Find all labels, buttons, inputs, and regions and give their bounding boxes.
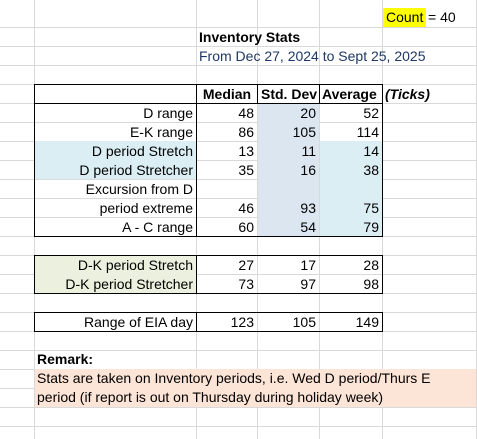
gridline [0, 198, 477, 199]
row-label[interactable]: E-K range [129, 124, 193, 140]
average-cell[interactable]: 75 [363, 200, 379, 216]
row-label[interactable]: D period Stretcher [79, 162, 193, 178]
std-cell[interactable]: 97 [300, 276, 316, 292]
average-cell[interactable]: 114 [356, 124, 379, 140]
gridline [0, 27, 477, 28]
row-label[interactable]: Range of EIA day [84, 314, 193, 330]
row-label-line1[interactable]: Excursion from D [85, 181, 193, 197]
label-shade [35, 141, 196, 179]
header-underline [34, 103, 383, 104]
column-divider [196, 312, 197, 332]
count-equals: = [428, 9, 437, 25]
gridline [0, 426, 477, 427]
gridline [0, 160, 477, 161]
row-label[interactable]: D-K period Stretch [77, 257, 193, 273]
count-value: 40 [440, 9, 456, 25]
median-cell[interactable]: 73 [238, 276, 254, 292]
std-cell[interactable]: 16 [300, 162, 316, 178]
gridline [0, 179, 477, 180]
median-cell[interactable]: 46 [238, 200, 254, 216]
average-cell[interactable]: 38 [363, 162, 379, 178]
column-divider [319, 84, 320, 103]
row-label[interactable]: D-K period Stretcher [65, 276, 193, 292]
page-title[interactable]: Inventory Stats [199, 29, 301, 45]
median-cell[interactable]: 123 [230, 314, 254, 330]
std-cell[interactable]: 105 [292, 124, 316, 140]
dk-table-border [34, 255, 383, 294]
gridline [257, 0, 258, 439]
gridline [0, 407, 477, 408]
header-median[interactable]: Median [202, 86, 252, 102]
remark-box[interactable]: Stats are taken on Inventory periods, i.… [35, 369, 476, 407]
median-cell[interactable]: 35 [238, 162, 254, 178]
average-cell[interactable]: 79 [363, 219, 379, 235]
gridline [0, 350, 477, 351]
gridline [0, 65, 477, 66]
gridline [0, 274, 477, 275]
std-cell[interactable]: 54 [300, 219, 316, 235]
median-cell[interactable]: 13 [238, 143, 254, 159]
average-cell[interactable]: 28 [363, 257, 379, 273]
average-cell[interactable]: 52 [363, 105, 379, 121]
header-average[interactable]: Average [322, 86, 377, 102]
row-label[interactable]: D period Stretch [91, 143, 193, 159]
dk-label-shade [35, 256, 196, 293]
gridline [0, 141, 477, 142]
remark-line-2: period (if report is out on Thursday dur… [37, 389, 384, 405]
gridline [0, 217, 477, 218]
column-divider [196, 255, 197, 294]
column-divider [196, 84, 197, 237]
std-cell[interactable]: 11 [301, 143, 316, 159]
header-unit[interactable]: (Ticks) [385, 86, 430, 102]
date-range[interactable]: From Dec 27, 2024 to Sept 25, 2025 [199, 48, 426, 64]
gridline [319, 0, 320, 439]
remark-line-1: Stats are taken on Inventory periods, i.… [37, 370, 431, 386]
header-std-dev[interactable]: Std. Dev [261, 86, 318, 102]
median-cell[interactable]: 27 [238, 257, 254, 273]
std-column-shade [258, 103, 319, 236]
average-cell[interactable]: 14 [363, 143, 379, 159]
gridline [0, 122, 477, 123]
row-label[interactable]: A - C range [122, 219, 193, 235]
row-label[interactable]: D range [143, 105, 193, 121]
eia-table-border [34, 312, 383, 332]
std-cell[interactable]: 93 [300, 200, 316, 216]
std-cell[interactable]: 105 [292, 314, 316, 330]
gridline [0, 46, 477, 47]
remark-title[interactable]: Remark: [37, 351, 94, 367]
main-table-border [34, 84, 383, 237]
average-column-shade [320, 141, 382, 236]
row-label[interactable]: period extreme [99, 200, 193, 216]
count-value-cell[interactable]: = 40 [428, 8, 476, 27]
std-cell[interactable]: 17 [300, 257, 316, 273]
std-cell[interactable]: 20 [300, 105, 316, 121]
median-cell[interactable]: 48 [238, 105, 254, 121]
average-cell[interactable]: 149 [355, 314, 379, 330]
median-cell[interactable]: 86 [238, 124, 254, 140]
median-cell[interactable]: 60 [238, 219, 254, 235]
count-label[interactable]: Count [383, 8, 426, 27]
column-divider [257, 84, 258, 103]
average-cell[interactable]: 98 [363, 276, 379, 292]
